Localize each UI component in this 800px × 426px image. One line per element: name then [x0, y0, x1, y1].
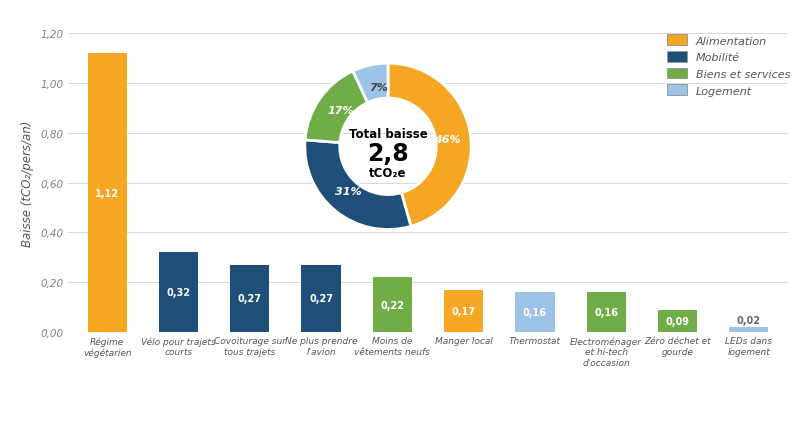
- Bar: [586, 293, 626, 332]
- Bar: [515, 293, 554, 332]
- Legend: Alimentation, Mobilité, Biens et services, Logement: Alimentation, Mobilité, Biens et service…: [667, 35, 790, 96]
- Bar: [373, 278, 412, 332]
- Wedge shape: [305, 141, 411, 230]
- Text: Total baisse: Total baisse: [349, 128, 427, 141]
- Wedge shape: [305, 72, 368, 143]
- Bar: [159, 253, 198, 332]
- Text: 31%: 31%: [335, 187, 362, 197]
- Bar: [88, 54, 127, 332]
- Text: 0,09: 0,09: [666, 316, 690, 326]
- Wedge shape: [353, 64, 388, 104]
- Text: 17%: 17%: [327, 105, 354, 115]
- Text: 7%: 7%: [369, 83, 388, 93]
- Wedge shape: [388, 64, 471, 227]
- Text: 0,02: 0,02: [737, 315, 761, 325]
- Text: tCO₂e: tCO₂e: [370, 167, 406, 180]
- Text: 0,16: 0,16: [594, 308, 618, 317]
- Bar: [658, 310, 697, 332]
- Bar: [230, 265, 270, 332]
- Text: 0,32: 0,32: [166, 288, 190, 297]
- Text: 0,16: 0,16: [523, 308, 547, 317]
- Text: 0,22: 0,22: [380, 300, 404, 310]
- Text: 0,27: 0,27: [238, 294, 262, 304]
- Text: 46%: 46%: [434, 135, 461, 144]
- Text: 2,8: 2,8: [367, 141, 409, 166]
- Y-axis label: Baisse (tCO₂/pers/an): Baisse (tCO₂/pers/an): [22, 120, 34, 246]
- Text: 0,27: 0,27: [309, 294, 333, 304]
- Text: 1,12: 1,12: [95, 188, 119, 198]
- Bar: [729, 327, 768, 332]
- Bar: [444, 290, 483, 332]
- Text: 0,17: 0,17: [452, 306, 476, 316]
- Bar: [302, 265, 341, 332]
